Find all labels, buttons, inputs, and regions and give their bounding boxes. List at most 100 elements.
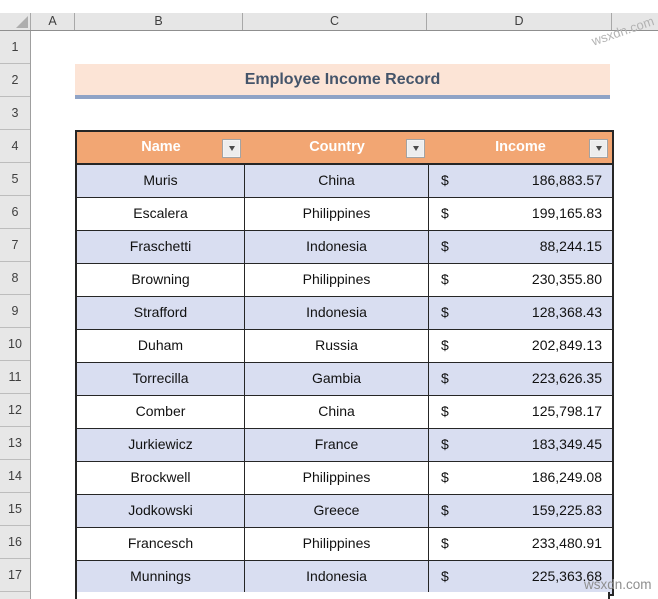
income-cell[interactable]: $ 186,249.08 [429, 462, 612, 494]
currency-symbol: $ [441, 304, 449, 320]
income-amount: 186,249.08 [531, 469, 602, 485]
title-cell[interactable]: Employee Income Record [75, 64, 610, 99]
table-row: Comber China $ 125,798.17 [77, 396, 612, 429]
row-header[interactable]: 15 [0, 493, 30, 526]
table-row: Fraschetti Indonesia $ 88,244.15 [77, 231, 612, 264]
country-cell[interactable]: Indonesia [245, 231, 429, 263]
currency-symbol: $ [441, 535, 449, 551]
country-cell[interactable]: France [245, 429, 429, 461]
income-filter-button[interactable] [589, 139, 608, 158]
row-header[interactable]: 10 [0, 328, 30, 361]
income-cell[interactable]: $ 186,883.57 [429, 165, 612, 197]
name-cell[interactable]: Browning [77, 264, 245, 296]
currency-symbol: $ [441, 568, 449, 584]
income-amount: 230,355.80 [531, 271, 602, 287]
row-header[interactable]: 9 [0, 295, 30, 328]
income-cell[interactable]: $ 159,225.83 [429, 495, 612, 527]
column-header-a[interactable]: A [31, 13, 75, 30]
row-header[interactable]: 6 [0, 196, 30, 229]
row-header[interactable]: 2 [0, 64, 30, 97]
income-cell[interactable]: $ 199,165.83 [429, 198, 612, 230]
name-cell[interactable]: Duham [77, 330, 245, 362]
row-header[interactable]: 14 [0, 460, 30, 493]
row-header[interactable]: 16 [0, 526, 30, 559]
income-amount: 186,883.57 [531, 172, 602, 188]
name-cell[interactable]: Comber [77, 396, 245, 428]
row-header[interactable]: 11 [0, 361, 30, 394]
name-cell[interactable]: Jurkiewicz [77, 429, 245, 461]
country-cell[interactable]: Greece [245, 495, 429, 527]
income-amount: 183,349.45 [531, 436, 602, 452]
table-row: Brockwell Philippines $ 186,249.08 [77, 462, 612, 495]
income-cell[interactable]: $ 125,798.17 [429, 396, 612, 428]
country-cell[interactable]: Philippines [245, 462, 429, 494]
country-cell[interactable]: Gambia [245, 363, 429, 395]
row-header-gutter: 1 2 3 4 5 6 7 8 9 10 11 12 13 14 15 16 1… [0, 31, 31, 599]
name-cell[interactable]: Muris [77, 165, 245, 197]
row-header[interactable]: 7 [0, 229, 30, 262]
filter-dropdown-icon [595, 146, 602, 151]
country-filter-button[interactable] [406, 139, 425, 158]
country-cell[interactable]: Philippines [245, 198, 429, 230]
name-cell[interactable]: Jodkowski [77, 495, 245, 527]
name-cell[interactable]: Brockwell [77, 462, 245, 494]
income-header-cell[interactable]: Income [429, 132, 612, 163]
filter-dropdown-icon [412, 146, 419, 151]
table-row: Munnings Indonesia $ 225,363.68 [77, 561, 612, 594]
country-header-label: Country [309, 139, 365, 155]
name-cell[interactable]: Escalera [77, 198, 245, 230]
name-cell[interactable]: Fraschetti [77, 231, 245, 263]
column-header-e-partial[interactable] [612, 13, 658, 30]
row-header-partial[interactable] [0, 592, 30, 599]
name-header-cell[interactable]: Name [77, 132, 245, 163]
row-header[interactable]: 5 [0, 163, 30, 196]
table-row: Torrecilla Gambia $ 223,626.35 [77, 363, 612, 396]
income-cell[interactable]: $ 225,363.68 [429, 561, 612, 594]
table-header-row: Name Country Income [77, 132, 612, 165]
row-header[interactable]: 12 [0, 394, 30, 427]
table-row: Escalera Philippines $ 199,165.83 [77, 198, 612, 231]
income-cell[interactable]: $ 223,626.35 [429, 363, 612, 395]
column-header-b[interactable]: B [75, 13, 243, 30]
country-cell[interactable]: Philippines [245, 528, 429, 560]
country-cell[interactable]: Philippines [245, 264, 429, 296]
country-cell[interactable]: China [245, 396, 429, 428]
row-header[interactable]: 4 [0, 130, 30, 163]
country-cell[interactable]: Russia [245, 330, 429, 362]
row-header[interactable]: 3 [0, 97, 30, 130]
partial-next-row[interactable] [75, 592, 610, 599]
select-all-corner[interactable] [0, 13, 31, 30]
income-amount: 128,368.43 [531, 304, 602, 320]
income-cell[interactable]: $ 128,368.43 [429, 297, 612, 329]
currency-symbol: $ [441, 469, 449, 485]
income-cell[interactable]: $ 88,244.15 [429, 231, 612, 263]
currency-symbol: $ [441, 238, 449, 254]
country-cell[interactable]: China [245, 165, 429, 197]
name-cell[interactable]: Torrecilla [77, 363, 245, 395]
row-header[interactable]: 1 [0, 31, 30, 64]
country-cell[interactable]: Indonesia [245, 297, 429, 329]
income-amount: 223,626.35 [531, 370, 602, 386]
name-cell[interactable]: Munnings [77, 561, 245, 594]
income-amount: 233,480.91 [531, 535, 602, 551]
name-cell[interactable]: Strafford [77, 297, 245, 329]
currency-symbol: $ [441, 403, 449, 419]
name-filter-button[interactable] [222, 139, 241, 158]
row-header[interactable]: 13 [0, 427, 30, 460]
country-header-cell[interactable]: Country [245, 132, 429, 163]
column-header-c[interactable]: C [243, 13, 427, 30]
income-cell[interactable]: $ 202,849.13 [429, 330, 612, 362]
income-table: Name Country Income Muris China $ 186,88… [75, 130, 614, 596]
column-header-d[interactable]: D [427, 13, 612, 30]
income-cell[interactable]: $ 183,349.45 [429, 429, 612, 461]
column-header-band: A B C D [0, 13, 658, 31]
income-amount: 125,798.17 [531, 403, 602, 419]
country-cell[interactable]: Indonesia [245, 561, 429, 594]
name-cell[interactable]: Francesch [77, 528, 245, 560]
row-header[interactable]: 8 [0, 262, 30, 295]
row-header[interactable]: 17 [0, 559, 30, 592]
income-cell[interactable]: $ 230,355.80 [429, 264, 612, 296]
income-cell[interactable]: $ 233,480.91 [429, 528, 612, 560]
currency-symbol: $ [441, 205, 449, 221]
